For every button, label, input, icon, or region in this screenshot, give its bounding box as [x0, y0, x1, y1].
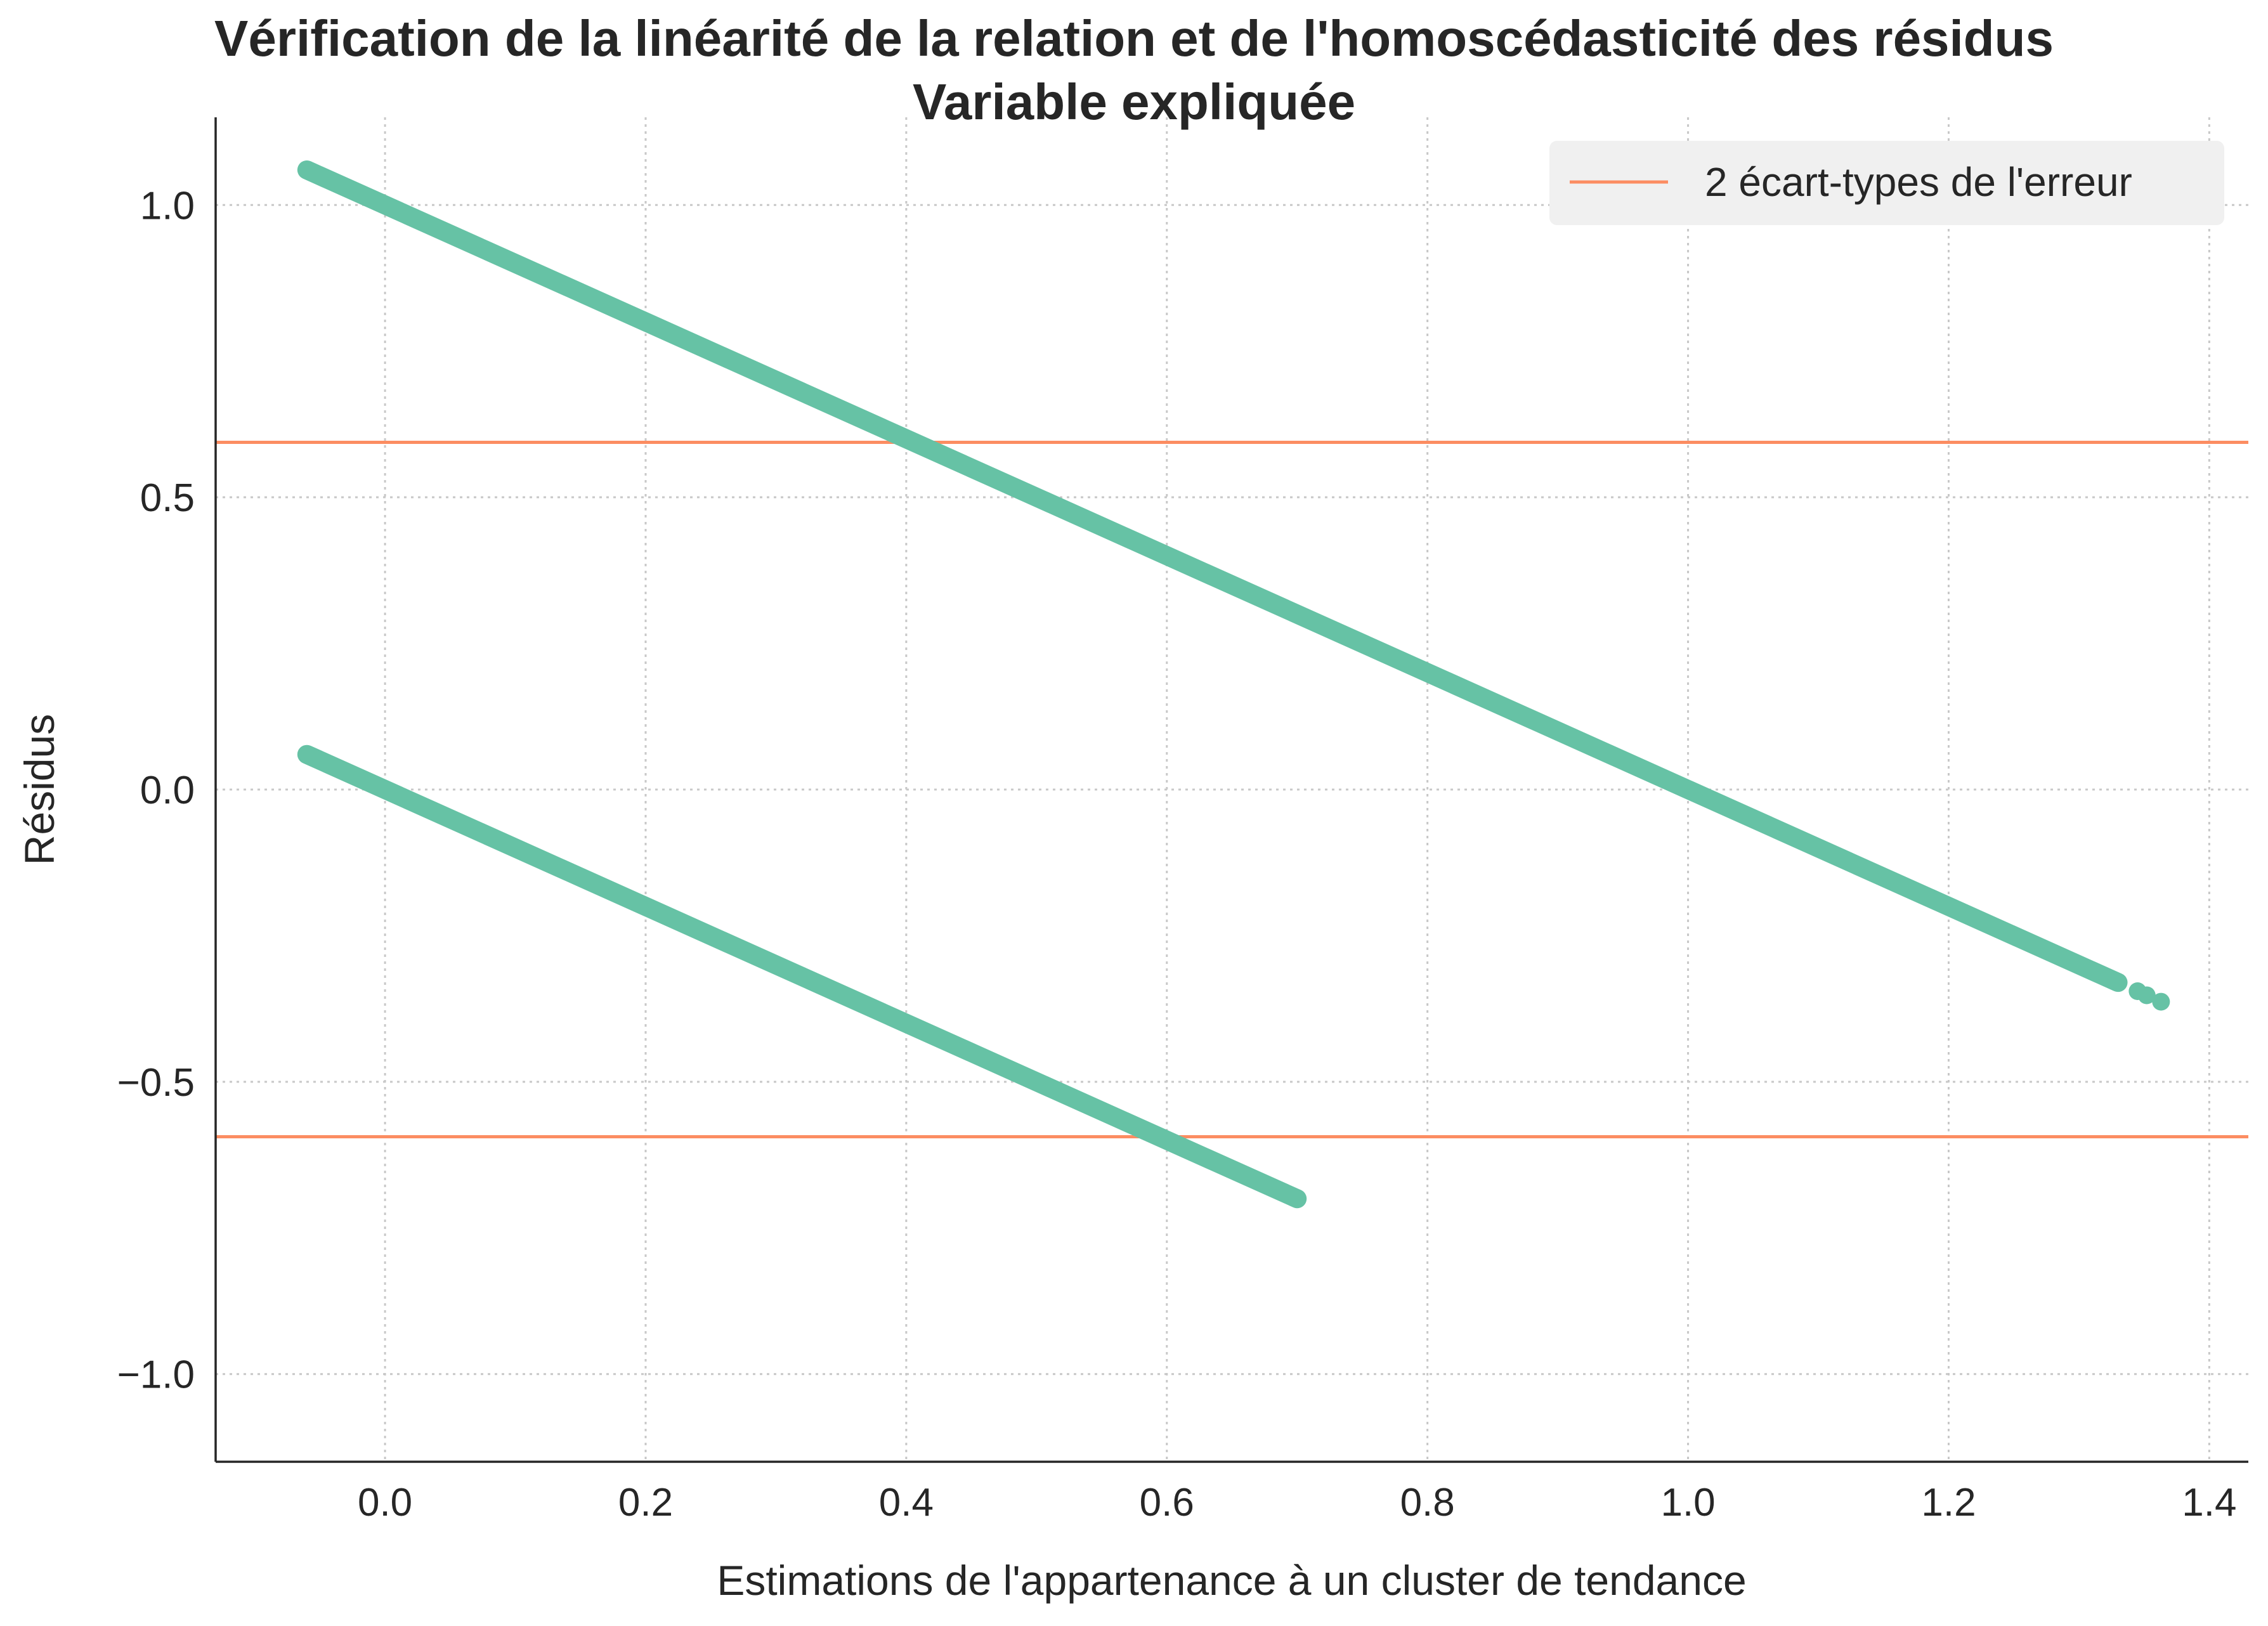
y-tick-label: 0.5	[140, 476, 195, 520]
x-tick-label: 0.8	[1400, 1481, 1455, 1525]
legend-entry-label: 2 écart-types de l'erreur	[1705, 159, 2132, 205]
x-tick-label: 0.4	[879, 1481, 934, 1525]
x-tick-label: 1.0	[1660, 1481, 1715, 1525]
x-tick-label: 1.2	[1921, 1481, 1976, 1525]
y-tick-label: −1.0	[117, 1353, 195, 1397]
residual-point	[2152, 992, 2170, 1011]
x-tick-label: 0.6	[1140, 1481, 1194, 1525]
y-tick-labels: −1.0 −0.5 0.0 0.5 1.0	[117, 184, 195, 1396]
x-tick-label: 0.2	[618, 1481, 673, 1525]
legend-box	[1549, 141, 2224, 225]
residual-point	[2137, 986, 2156, 1005]
grid	[216, 117, 2248, 1462]
y-tick-label: −0.5	[117, 1061, 195, 1105]
x-tick-label: 0.0	[358, 1481, 412, 1525]
residual-points-band	[297, 160, 2128, 992]
x-tick-labels: 0.0 0.2 0.4 0.6 0.8 1.0 1.2 1.4	[358, 1481, 2236, 1525]
residual-points	[297, 160, 2170, 1209]
legend: 2 écart-types de l'erreur	[1549, 141, 2224, 225]
x-tick-label: 1.4	[2182, 1481, 2236, 1525]
reference-lines	[216, 440, 2248, 1139]
y-tick-label: 0.0	[140, 769, 195, 812]
chart-subtitle: Variable expliquée	[913, 74, 1355, 130]
y-axis-label: Résidus	[16, 714, 63, 865]
x-axis-label: Estimations de l'appartenance à un clust…	[717, 1557, 1746, 1604]
y-tick-label: 1.0	[140, 184, 195, 228]
residual-points-band	[297, 745, 1307, 1209]
chart-title: Vérification de la linéarité de la relat…	[214, 10, 2054, 67]
